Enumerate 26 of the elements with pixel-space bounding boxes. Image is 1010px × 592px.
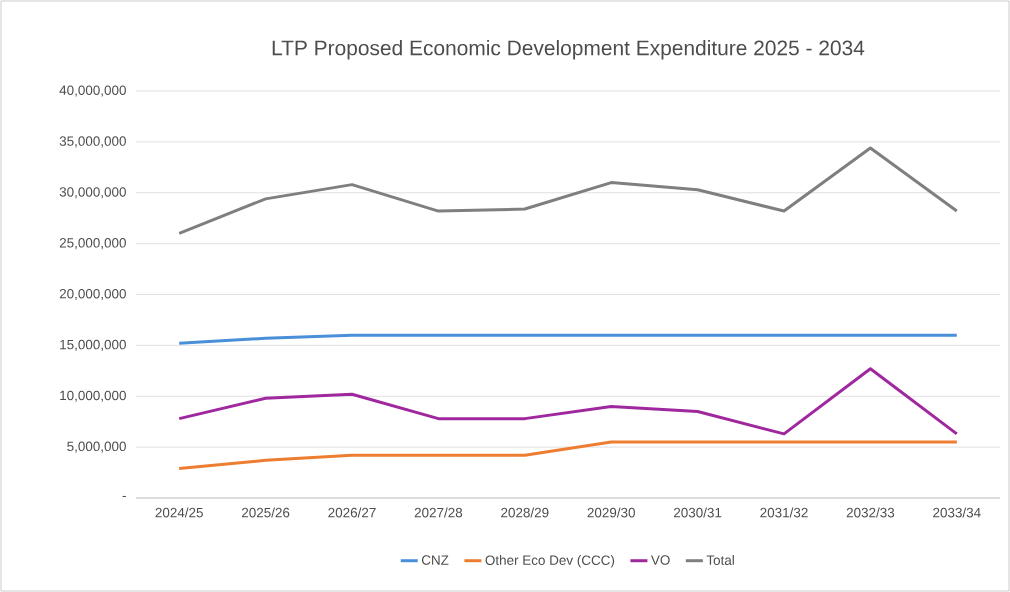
y-tick-label: 15,000,000 bbox=[60, 339, 126, 351]
line-series bbox=[177, 367, 959, 436]
y-tick-label: 30,000,000 bbox=[59, 187, 126, 199]
x-tick-label: 2033/34 bbox=[933, 507, 981, 518]
y-tick-label: 40,000,000 bbox=[59, 85, 126, 97]
legend-label: CNZ bbox=[421, 555, 449, 565]
legend-label: Other Eco Dev (CCC) bbox=[485, 555, 615, 568]
x-tick-label: 2025/26 bbox=[241, 507, 290, 518]
x-tick-label: 2028/29 bbox=[501, 507, 549, 518]
x-tick-label: 2030/31 bbox=[673, 507, 722, 518]
y-tick-label: 25,000,000 bbox=[59, 238, 126, 250]
y-tick-label: - bbox=[122, 495, 126, 497]
legend-label: Total bbox=[706, 555, 734, 565]
x-tick-label: 2029/30 bbox=[587, 507, 635, 518]
x-tick-label: 2024/25 bbox=[155, 507, 203, 518]
y-tick-label: 10,000,000 bbox=[60, 390, 126, 402]
y-tick-label: 5,000,000 bbox=[67, 441, 126, 453]
x-tick-label: 2026/27 bbox=[328, 507, 376, 518]
y-tick-label: 20,000,000 bbox=[59, 288, 126, 301]
legend-label: VO bbox=[650, 555, 670, 565]
chart-title: LTP Proposed Economic Development Expenditure 2025 - 2034 bbox=[272, 40, 865, 60]
line-series bbox=[177, 146, 959, 235]
x-tick-label: 2031/32 bbox=[760, 507, 808, 518]
y-tick-label: 35,000,000 bbox=[59, 136, 126, 148]
x-tick-label: 2032/33 bbox=[846, 507, 895, 518]
x-tick-label: 2027/28 bbox=[414, 507, 463, 518]
